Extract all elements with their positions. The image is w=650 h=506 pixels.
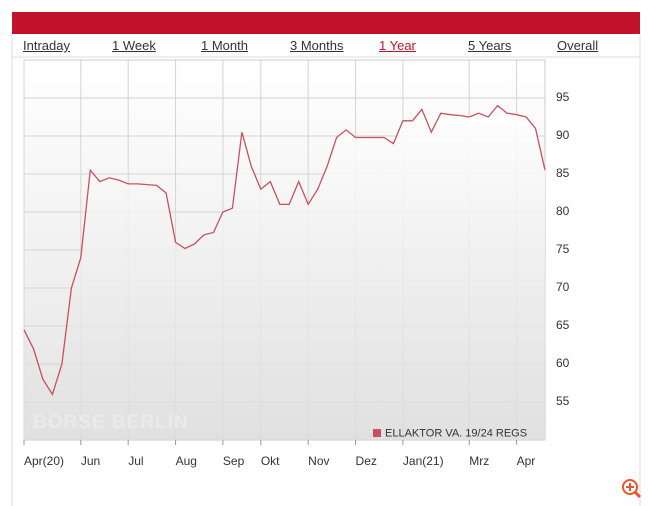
tab[interactable]: 1 Year <box>379 38 416 53</box>
y-tick-label: 60 <box>556 356 570 370</box>
zoom-icon[interactable] <box>622 479 642 499</box>
x-tick-label: Dez <box>356 454 377 468</box>
y-tick-label: 75 <box>556 242 570 256</box>
x-tick-label: Nov <box>308 454 329 468</box>
x-tick-label: Jun <box>81 454 100 468</box>
area-fill <box>24 105 545 440</box>
x-tick-label: Sep <box>223 454 245 468</box>
y-tick-label: 80 <box>556 204 570 218</box>
tab[interactable]: 5 Years <box>468 38 512 53</box>
x-tick-label: Apr <box>517 454 536 468</box>
y-tick-label: 85 <box>556 166 570 180</box>
x-tick-label: Jan(21) <box>403 454 444 468</box>
x-tick-label: Apr(20) <box>24 454 64 468</box>
y-tick-label: 65 <box>556 318 570 332</box>
tab[interactable]: 1 Week <box>112 38 156 53</box>
y-tick-label: 70 <box>556 280 570 294</box>
x-tick-label: Mrz <box>469 454 489 468</box>
tab[interactable]: Intraday <box>23 38 70 53</box>
x-tick-label: Okt <box>261 454 280 468</box>
tab[interactable]: Overall <box>557 38 599 53</box>
y-tick-label: 95 <box>556 90 570 104</box>
header-bar <box>12 12 640 34</box>
legend-label: ELLAKTOR VA. 19/24 REGS <box>385 427 527 439</box>
y-tick-label: 55 <box>556 394 570 408</box>
price-line <box>23 104 546 396</box>
x-tick-label: Aug <box>176 454 197 468</box>
x-tick-label: Jul <box>128 454 143 468</box>
y-tick-label: 90 <box>556 128 570 142</box>
legend-swatch <box>373 429 381 437</box>
tab[interactable]: 3 Months <box>290 38 344 53</box>
tab[interactable]: 1 Month <box>201 38 248 53</box>
